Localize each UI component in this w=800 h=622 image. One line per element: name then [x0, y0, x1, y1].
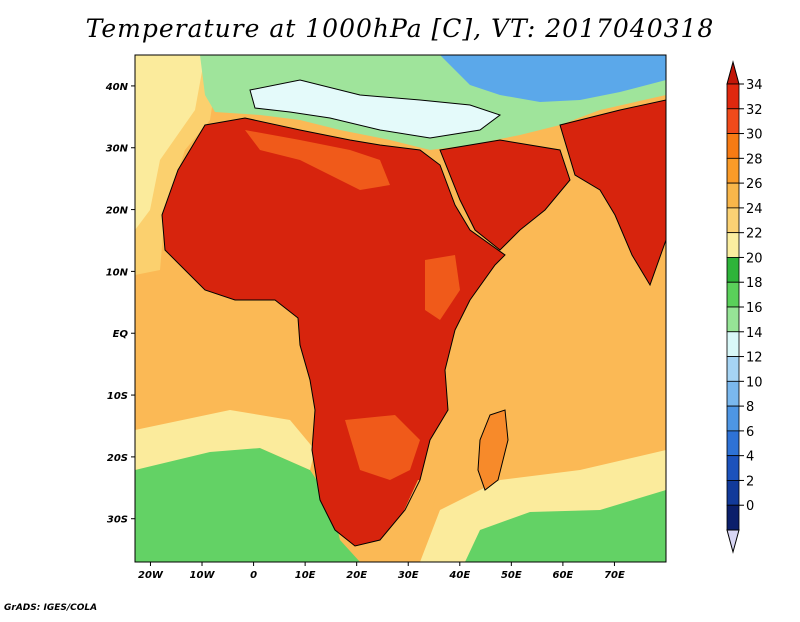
africa-coastline [161, 117, 506, 547]
lon-tick-label: 60E [553, 570, 574, 581]
colorbar-bottom-arrow [726, 529, 740, 554]
lat-tick-label: 10N [106, 267, 129, 278]
colorbar-label: 20 [746, 251, 763, 266]
credit-text: GrADS: IGES/COLA [4, 603, 98, 613]
lon-tick-label: 50E [501, 570, 522, 581]
colorbar-swatch [726, 480, 740, 506]
lon-tick-label: 70E [604, 570, 625, 581]
lon-tick-label: 20W [138, 570, 164, 581]
colorbar-swatch [726, 157, 740, 184]
colorbar-label: 26 [746, 177, 763, 192]
lon-tick-label: 10W [190, 570, 216, 581]
sahara-mild-region [245, 130, 390, 190]
lat-tick-label: 20N [106, 206, 129, 217]
madagascar-coastline [477, 409, 509, 491]
colorbar-swatch [726, 232, 740, 258]
plot-border [134, 54, 667, 563]
lon-tick-label: 0 [250, 570, 257, 581]
colorbar-label: 8 [746, 400, 754, 415]
colorbar-swatch [726, 83, 740, 110]
colorbar-swatch [726, 331, 740, 357]
colorbar-swatch [726, 133, 740, 159]
colorbar-swatch [726, 182, 740, 209]
colorbar-label: 22 [746, 227, 763, 242]
colorbar-label: 10 [746, 375, 763, 390]
lon-tick-label: 20E [346, 570, 367, 581]
colorbar-label: 24 [746, 202, 763, 217]
lat-tick-label: 40N [105, 82, 129, 93]
colorbar-label: 14 [746, 326, 763, 341]
lon-tick-label: 10E [295, 570, 316, 581]
lat-tick-label: 20S [107, 453, 128, 464]
lon-tick-label: 40E [448, 570, 470, 581]
latitude-labels: 40N 30N 20N 10N EQ 10S 20S 30S [105, 82, 135, 526]
atlantic-north-cool-region [135, 55, 205, 230]
colorbar-label: 6 [746, 425, 754, 440]
europe-cold-region [440, 55, 666, 102]
med-coastline [249, 79, 502, 139]
colorbar-swatch [726, 281, 740, 308]
colorbar-top-arrow [726, 60, 740, 85]
colorbar-swatch [726, 455, 740, 481]
colorbar-swatch [726, 405, 740, 432]
indian-ocean-pale-region [420, 450, 666, 562]
colorbar-swatch [726, 380, 740, 407]
india-land-region [560, 100, 666, 285]
east-africa-mild-region [425, 255, 460, 320]
colorbar-swatch [726, 207, 740, 234]
colorbar-label: 12 [746, 351, 763, 366]
atlantic-south-pale-region [135, 410, 315, 470]
colorbar-swatch [726, 257, 740, 283]
southern-africa-mild-region [345, 415, 420, 480]
lat-tick-label: 10S [107, 391, 128, 402]
colorbar-label: 4 [746, 450, 754, 465]
mediterranean-region [250, 80, 500, 138]
colorbar-label: 30 [746, 128, 763, 143]
map-title: Temperature at 1000hPa [C], VT: 20170403… [85, 14, 715, 43]
map-frame [134, 54, 667, 563]
coastal-mild-region [395, 480, 440, 540]
colorbar-label: 32 [746, 103, 763, 118]
colorbar-label: 28 [746, 152, 763, 167]
colorbar-label: 2 [746, 474, 754, 489]
coastlines [161, 79, 666, 547]
india-coastline [559, 99, 666, 287]
africa-land-region [162, 118, 505, 546]
lat-tick-label: 30N [106, 144, 129, 155]
colorbar-label: 16 [746, 301, 763, 316]
colorbar-label: 34 [746, 78, 763, 93]
colorbar-swatch [726, 306, 740, 333]
longitude-labels: 20W 10W 0 10E 20E 30E 40E 50E 60E 70E [138, 562, 625, 581]
colorbar-swatch [726, 430, 740, 457]
arabia-coastline [439, 139, 571, 251]
colorbar-swatch [726, 108, 740, 134]
lon-tick-label: 30E [398, 570, 419, 581]
colorbar-swatch [726, 504, 740, 531]
lat-tick-label: 30S [107, 515, 128, 526]
arabia-land-region [440, 140, 570, 250]
lat-tick-label: EQ [113, 329, 129, 340]
colorbar-label: 18 [746, 276, 763, 291]
temperature-field [135, 55, 666, 562]
colorbar-swatch [726, 356, 740, 382]
colorbar-label: 0 [746, 499, 754, 514]
southern-ocean-cool-region [135, 448, 360, 562]
